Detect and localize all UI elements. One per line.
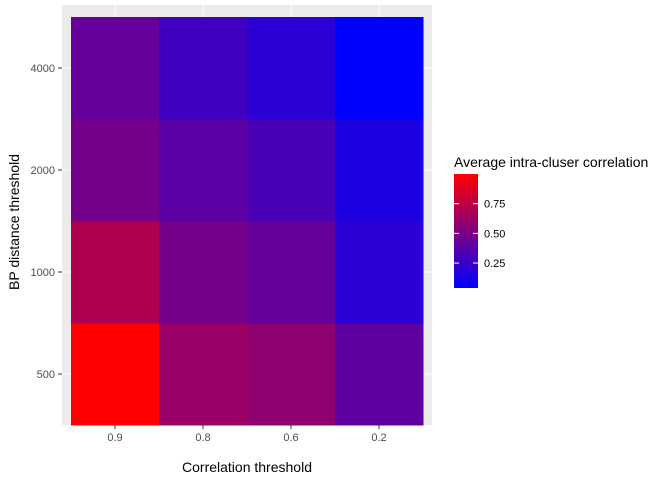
y-tick-label: 1000 [31, 267, 55, 279]
x-tick-label: 0.2 [371, 432, 386, 444]
heatmap-tile [335, 221, 424, 324]
x-tick-label: 0.9 [107, 432, 122, 444]
heatmap-tile [71, 17, 160, 120]
heatmap-tile [335, 119, 424, 222]
heatmap-tile [159, 323, 248, 426]
legend-colorbar [454, 174, 478, 288]
x-tick-label: 0.6 [283, 432, 298, 444]
heatmap-tile [159, 17, 248, 120]
x-axis-ticks: 0.9 0.8 0.6 0.2 [107, 425, 387, 444]
y-tick-label: 500 [37, 369, 55, 381]
x-tick-label: 0.8 [195, 432, 210, 444]
y-tick-label: 4000 [31, 63, 55, 75]
legend: Average intra-cluser correlation 0.25 0.5… [454, 154, 648, 288]
y-tick-label: 2000 [31, 165, 55, 177]
heatmap-tile [71, 323, 160, 426]
legend-tick-label: 0.75 [484, 199, 505, 211]
x-axis-title: Correlation threshold [182, 459, 312, 475]
heatmap-tile [335, 17, 424, 120]
heatmap-tile [247, 323, 336, 426]
heatmap-tile [335, 323, 424, 426]
heatmap-tile [71, 221, 160, 324]
heatmap-tile [159, 119, 248, 222]
heatmap-tile [159, 221, 248, 324]
heatmap-tile [247, 17, 336, 120]
y-axis-title: BP distance threshold [6, 154, 22, 290]
y-axis-ticks: 500 1000 2000 4000 [31, 63, 62, 381]
legend-tick-label: 0.25 [484, 258, 505, 270]
heatmap-tile [247, 119, 336, 222]
legend-title: Average intra-cluser correlation [454, 154, 648, 170]
legend-ticks: 0.25 0.50 0.75 [454, 199, 505, 270]
heatmap-tiles [71, 17, 424, 426]
heatmap-tile [247, 221, 336, 324]
legend-tick-label: 0.50 [484, 228, 505, 240]
heatmap-tile [71, 119, 160, 222]
